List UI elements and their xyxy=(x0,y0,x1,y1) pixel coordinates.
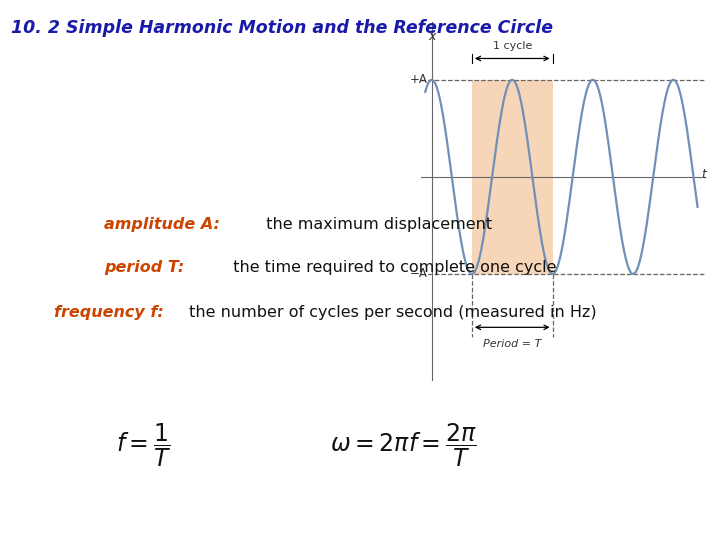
Text: −A: −A xyxy=(410,267,427,280)
Text: period T:: period T: xyxy=(104,260,184,275)
Text: +A: +A xyxy=(410,73,427,86)
Text: Period = T: Period = T xyxy=(483,339,541,349)
Text: 10. 2 Simple Harmonic Motion and the Reference Circle: 10. 2 Simple Harmonic Motion and the Ref… xyxy=(11,19,553,37)
Text: t: t xyxy=(701,168,706,181)
Text: $\omega = 2\pi f = \dfrac{2\pi}{T}$: $\omega = 2\pi f = \dfrac{2\pi}{T}$ xyxy=(330,422,477,469)
Text: x: x xyxy=(429,30,436,43)
Text: frequency f:: frequency f: xyxy=(54,305,163,320)
Text: the maximum displacement: the maximum displacement xyxy=(256,217,492,232)
Text: the number of cycles per second (measured in Hz): the number of cycles per second (measure… xyxy=(184,305,596,320)
Text: the time required to complete one cycle: the time required to complete one cycle xyxy=(223,260,557,275)
Text: amplitude A:: amplitude A: xyxy=(104,217,220,232)
Text: $f = \dfrac{1}{T}$: $f = \dfrac{1}{T}$ xyxy=(117,422,171,469)
Text: 1 cycle: 1 cycle xyxy=(492,40,532,51)
